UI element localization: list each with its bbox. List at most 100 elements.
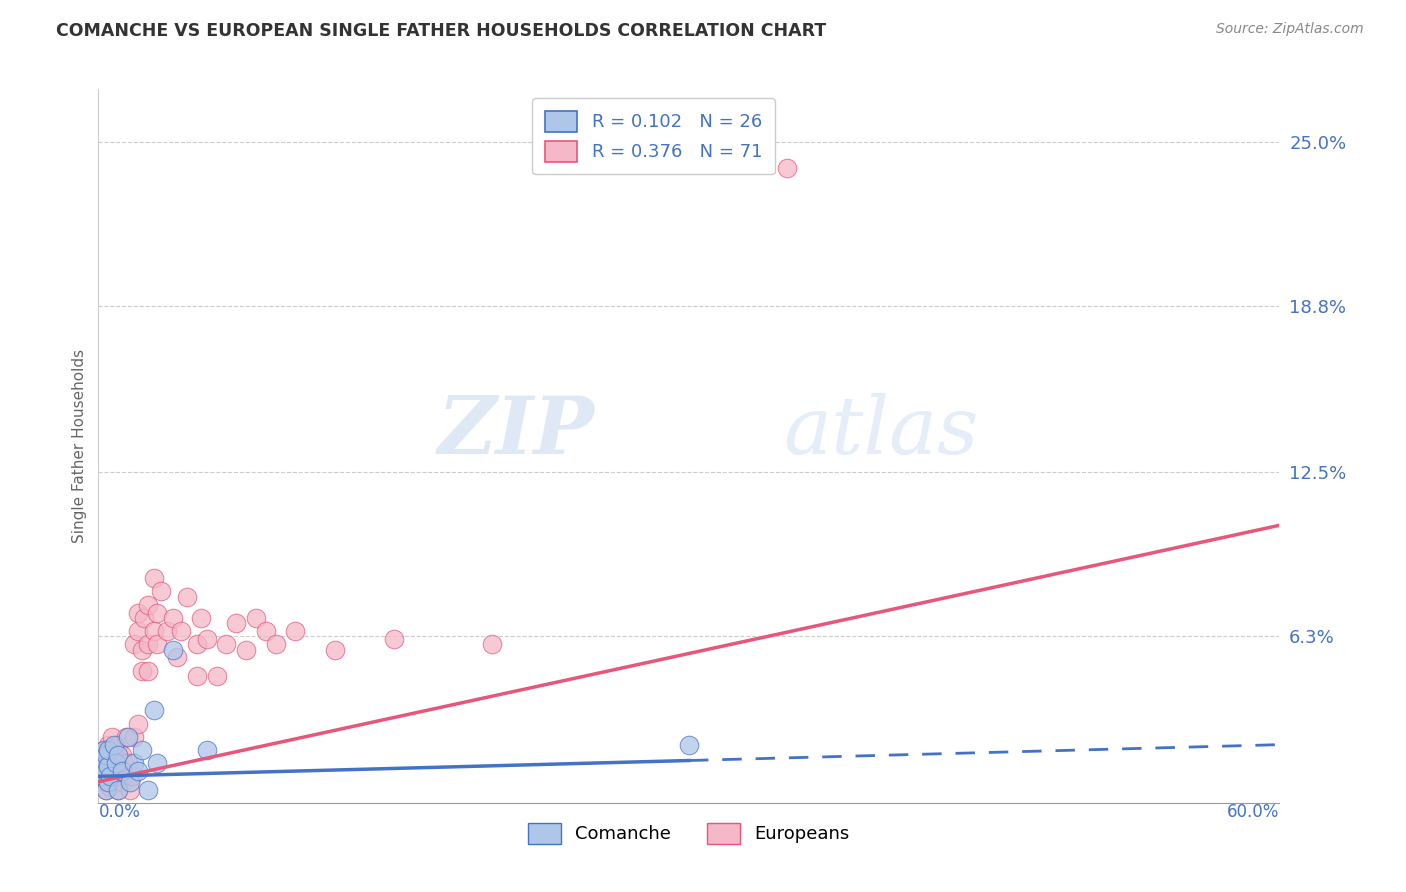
- Text: Source: ZipAtlas.com: Source: ZipAtlas.com: [1216, 22, 1364, 37]
- Point: [93, 743, 115, 757]
- Text: 0.0%: 0.0%: [98, 803, 141, 821]
- Point: [136, 782, 159, 797]
- Legend: Comanche, Europeans: Comanche, Europeans: [522, 815, 856, 851]
- Point: [215, 637, 238, 651]
- Point: [111, 764, 134, 778]
- Text: 60.0%: 60.0%: [1227, 803, 1279, 821]
- Point: [112, 756, 135, 771]
- Point: [195, 743, 218, 757]
- Point: [186, 669, 208, 683]
- Point: [122, 637, 145, 651]
- Point: [98, 756, 121, 771]
- Point: [190, 611, 212, 625]
- Point: [776, 161, 799, 176]
- Point: [103, 743, 125, 757]
- Point: [98, 769, 121, 783]
- Point: [96, 769, 118, 783]
- Point: [107, 748, 129, 763]
- Point: [150, 584, 173, 599]
- Point: [131, 743, 153, 757]
- Point: [105, 748, 128, 763]
- Point: [162, 611, 184, 625]
- Point: [115, 730, 138, 744]
- Point: [93, 743, 115, 757]
- Point: [162, 642, 184, 657]
- Point: [142, 703, 165, 717]
- Point: [131, 664, 153, 678]
- Point: [245, 611, 267, 625]
- Point: [108, 769, 131, 783]
- Point: [96, 748, 118, 763]
- Point: [101, 730, 124, 744]
- Point: [117, 769, 139, 783]
- Point: [118, 774, 141, 789]
- Point: [91, 756, 114, 771]
- Point: [97, 743, 120, 757]
- Point: [97, 759, 120, 773]
- Point: [107, 782, 129, 797]
- Y-axis label: Single Father Households: Single Father Households: [72, 349, 87, 543]
- Point: [481, 637, 503, 651]
- Point: [142, 571, 165, 585]
- Point: [105, 756, 128, 771]
- Point: [127, 764, 149, 778]
- Point: [118, 782, 141, 797]
- Point: [96, 748, 118, 763]
- Point: [98, 780, 121, 794]
- Point: [122, 756, 145, 771]
- Point: [103, 774, 125, 789]
- Text: COMANCHE VS EUROPEAN SINGLE FATHER HOUSEHOLDS CORRELATION CHART: COMANCHE VS EUROPEAN SINGLE FATHER HOUSE…: [56, 22, 827, 40]
- Point: [117, 730, 139, 744]
- Point: [284, 624, 307, 638]
- Point: [93, 756, 115, 771]
- Point: [205, 669, 228, 683]
- Point: [127, 606, 149, 620]
- Point: [107, 782, 129, 797]
- Point: [103, 738, 125, 752]
- Point: [93, 774, 115, 789]
- Point: [136, 664, 159, 678]
- Point: [97, 738, 120, 752]
- Point: [225, 616, 247, 631]
- Point: [107, 738, 129, 752]
- Point: [146, 606, 169, 620]
- Point: [122, 730, 145, 744]
- Point: [101, 769, 124, 783]
- Point: [136, 637, 159, 651]
- Point: [195, 632, 218, 646]
- Point: [107, 764, 129, 778]
- Point: [186, 637, 208, 651]
- Point: [89, 756, 111, 771]
- Point: [235, 642, 257, 657]
- Point: [146, 756, 169, 771]
- Point: [170, 624, 193, 638]
- Point: [254, 624, 277, 638]
- Point: [96, 782, 118, 797]
- Point: [117, 756, 139, 771]
- Point: [111, 748, 134, 763]
- Point: [111, 774, 134, 789]
- Point: [121, 769, 143, 783]
- Point: [96, 764, 118, 778]
- Point: [98, 743, 121, 757]
- Point: [127, 716, 149, 731]
- Point: [146, 637, 169, 651]
- Point: [142, 624, 165, 638]
- Point: [96, 782, 118, 797]
- Point: [127, 624, 149, 638]
- Point: [131, 642, 153, 657]
- Point: [97, 774, 120, 789]
- Point: [678, 738, 700, 752]
- Point: [97, 774, 120, 789]
- Point: [136, 598, 159, 612]
- Point: [97, 764, 120, 778]
- Point: [156, 624, 179, 638]
- Point: [105, 769, 128, 783]
- Point: [132, 611, 155, 625]
- Point: [93, 764, 115, 778]
- Point: [176, 590, 198, 604]
- Point: [97, 748, 120, 763]
- Text: atlas: atlas: [783, 393, 979, 470]
- Point: [91, 769, 114, 783]
- Point: [91, 769, 114, 783]
